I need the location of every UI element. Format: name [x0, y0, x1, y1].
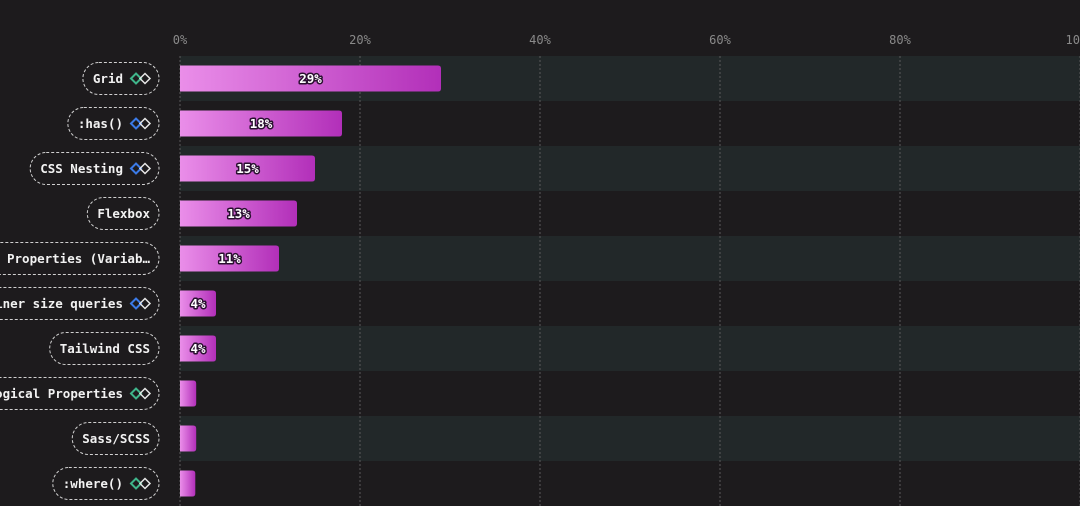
- x-tick-label: 60%: [709, 33, 731, 47]
- x-tick-label: 100%: [1066, 33, 1080, 47]
- row-background: [180, 146, 1080, 191]
- icon-diamond: [138, 297, 152, 310]
- baseline-icon: [129, 477, 152, 490]
- category-pill: [67, 107, 160, 140]
- bar: [180, 425, 197, 452]
- category-pill: [29, 152, 160, 185]
- x-tick-label: 0%: [173, 33, 188, 47]
- baseline-icon: [129, 72, 152, 85]
- value-label: 13%: [227, 206, 250, 221]
- bar: [180, 290, 216, 317]
- category-label: Container size queries: [0, 296, 123, 311]
- baseline-icon: [129, 162, 152, 175]
- baseline-icon: [129, 117, 152, 130]
- category-label: Tailwind CSS: [60, 341, 150, 356]
- category-label: Custom Properties (Variab…: [0, 251, 150, 266]
- value-label: 18%: [250, 116, 273, 131]
- category-pill: [0, 377, 160, 410]
- category-pill: [82, 62, 160, 95]
- bar: [180, 470, 196, 497]
- row-background: [180, 416, 1080, 461]
- value-label: 29%: [299, 71, 322, 86]
- bar: [180, 155, 315, 182]
- bar: [180, 110, 342, 137]
- category-label: :where(): [63, 476, 123, 491]
- icon-diamond: [138, 72, 152, 85]
- category-pill: [0, 242, 160, 275]
- icon-diamond: [138, 477, 152, 490]
- x-tick-label: 20%: [349, 33, 371, 47]
- baseline-icon: [129, 297, 152, 310]
- value-label: 15%: [236, 161, 259, 176]
- category-label: Grid: [93, 71, 123, 86]
- x-tick-label: 80%: [889, 33, 911, 47]
- row-background: [180, 236, 1080, 281]
- category-label: Flexbox: [97, 206, 150, 221]
- icon-diamond: [138, 387, 152, 400]
- category-pill: [52, 467, 160, 500]
- value-label: 11%: [218, 251, 241, 266]
- bar: [180, 65, 441, 92]
- category-label: Sass/SCSS: [82, 431, 150, 446]
- category-label: CSS Nesting: [40, 161, 123, 176]
- bar: [180, 200, 297, 227]
- x-tick-label: 40%: [529, 33, 551, 47]
- baseline-icon: [129, 387, 152, 400]
- category-pill: [86, 197, 160, 230]
- category-pill: [71, 422, 160, 455]
- value-label: 4%: [190, 341, 206, 356]
- bar: [180, 380, 197, 407]
- row-background: [180, 326, 1080, 371]
- bar: [180, 335, 216, 362]
- icon-diamond: [138, 162, 152, 175]
- value-label: 4%: [190, 296, 206, 311]
- category-pill: [49, 332, 160, 365]
- category-label: Logical Properties: [0, 386, 123, 401]
- category-pill: [0, 287, 160, 320]
- category-label: :has(): [78, 116, 123, 131]
- icon-diamond: [138, 117, 152, 130]
- bar: [180, 245, 279, 272]
